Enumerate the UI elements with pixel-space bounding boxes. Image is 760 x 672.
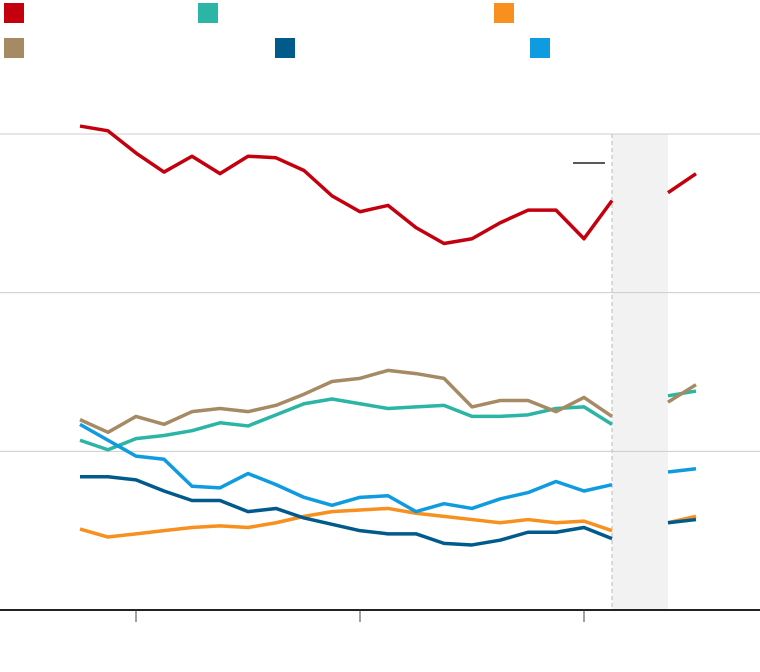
- series-line: [79, 422, 697, 514]
- legend-swatch: [4, 3, 24, 23]
- legend-swatch: [530, 38, 550, 58]
- legend-swatch: [198, 3, 218, 23]
- legend-swatch: [494, 3, 514, 23]
- series-line: [79, 474, 697, 547]
- series-line: [79, 368, 697, 435]
- shaded-band: [611, 134, 668, 610]
- series-line: [79, 124, 697, 246]
- legend-swatch: [4, 38, 24, 58]
- legend-swatch: [275, 38, 295, 58]
